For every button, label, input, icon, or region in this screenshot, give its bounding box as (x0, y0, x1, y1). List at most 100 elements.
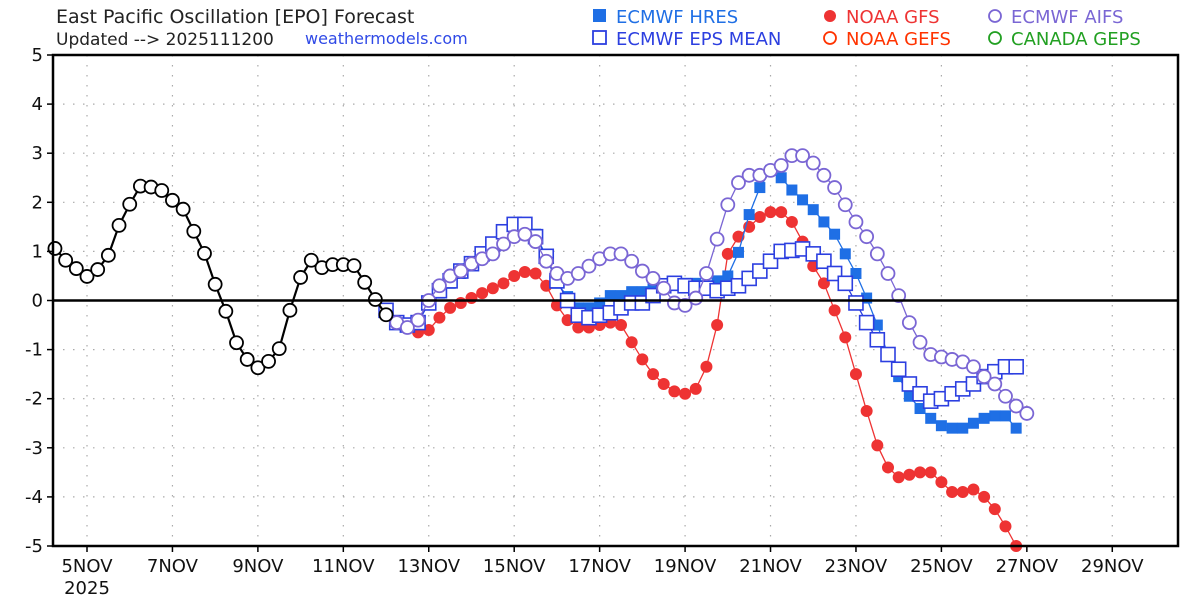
legend-item-ecmwf-hres: ECMWF HRES (593, 7, 738, 28)
data-point-ecmwf-aifs (795, 148, 810, 164)
chart-subtitle: Updated --> 2025111200 (56, 30, 274, 50)
x-tick-label: 21NOV (739, 556, 802, 577)
data-point-ecmwf-hres (1010, 422, 1022, 434)
data-point-ecmwf-hres (957, 422, 969, 434)
data-point-ecmwf-hres (946, 422, 958, 434)
data-point-noaa-gfs (914, 466, 927, 479)
data-point-noaa-gfs (465, 292, 478, 305)
data-point-ecmwf-hres (839, 248, 851, 260)
data-point-ecmwf-aifs (816, 167, 832, 183)
data-point-ecmwf-aifs (720, 197, 736, 213)
x-tick-label: 11NOV (312, 556, 375, 577)
data-point-ecmwf-aifs (624, 253, 640, 269)
source-link[interactable]: weathermodels.com (305, 29, 468, 48)
data-point-ecmwf-eps-mean (816, 253, 832, 270)
series-ecmwf-aifs (389, 148, 1035, 421)
data-point-ecmwf-aifs (976, 369, 992, 385)
data-point-ecmwf-aifs (966, 359, 981, 375)
data-point-observed (303, 252, 319, 268)
legend-marker (823, 31, 837, 45)
data-point-observed (239, 352, 255, 367)
legend-marker (592, 30, 607, 45)
data-point-noaa-gfs (486, 282, 499, 295)
data-point-noaa-gfs (764, 206, 777, 219)
data-point-noaa-gfs (775, 206, 788, 219)
chart-title: East Pacific Oscillation [EPO] Forecast (56, 6, 414, 28)
series-layer (47, 148, 1035, 552)
data-point-observed (250, 360, 266, 376)
data-point-noaa-gfs (497, 277, 510, 290)
data-point-observed (47, 241, 63, 256)
data-point-noaa-gfs (839, 331, 852, 344)
legend-label: ECMWF HRES (616, 7, 738, 28)
data-point-observed (218, 303, 234, 319)
data-point-noaa-gfs (647, 368, 660, 381)
y-tick-label: -3 (25, 438, 43, 459)
data-point-noaa-gfs (444, 301, 457, 314)
data-point-noaa-gfs (860, 404, 873, 417)
legend-label: NOAA GFS (846, 7, 940, 28)
x-tick-label: 23NOV (825, 556, 888, 577)
data-point-observed (261, 353, 276, 369)
data-point-noaa-gfs (978, 490, 991, 503)
data-point-ecmwf-hres (967, 417, 979, 429)
data-point-ecmwf-aifs (901, 315, 917, 330)
data-point-ecmwf-aifs (848, 214, 864, 230)
data-point-ecmwf-aifs (998, 388, 1013, 404)
data-point-observed (207, 276, 223, 292)
legend-item-noaa-gefs: NOAA GEFS (823, 29, 951, 50)
y-tick-label: -1 (25, 340, 43, 361)
data-point-ecmwf-aifs (677, 298, 693, 313)
legend-label: CANADA GEPS (1011, 29, 1141, 50)
legend-item-ecmwf-eps-mean: ECMWF EPS MEAN (592, 29, 781, 50)
x-tick-label: 5NOV (61, 556, 113, 577)
data-point-noaa-gfs (828, 304, 841, 317)
data-point-observed (111, 217, 127, 233)
data-point-observed (100, 247, 116, 263)
data-point-ecmwf-aifs (1008, 398, 1024, 414)
y-tick-label: 4 (32, 94, 43, 115)
y-tick-label: 1 (32, 241, 43, 262)
y-tick-label: -4 (25, 487, 43, 508)
data-point-ecmwf-hres (786, 184, 798, 196)
data-point-noaa-gfs (615, 319, 627, 332)
y-axis: 5 4 3 2 1 0 -1 -2 -3 -4 -5 (25, 45, 53, 557)
data-point-ecmwf-aifs (538, 253, 554, 269)
data-point-ecmwf-hres (989, 410, 1001, 422)
data-point-ecmwf-aifs (709, 231, 725, 247)
data-point-noaa-gfs (785, 215, 798, 228)
data-point-observed (154, 183, 170, 198)
data-point-ecmwf-eps-mean (848, 295, 864, 311)
data-point-noaa-gfs (454, 296, 467, 309)
y-tick-label: -5 (25, 536, 43, 557)
data-point-ecmwf-aifs (432, 278, 447, 294)
series-line-noaa-gfs (407, 211, 1017, 547)
x-tick-label: 13NOV (397, 556, 460, 577)
legend-item-ecmwf-aifs: ECMWF AIFS (988, 7, 1123, 28)
data-point-ecmwf-aifs (699, 266, 714, 281)
data-point-observed (68, 261, 84, 276)
data-point-noaa-gfs (988, 503, 1001, 516)
data-point-ecmwf-aifs (634, 263, 650, 279)
series-noaa-gfs (401, 206, 1023, 552)
data-point-ecmwf-aifs (656, 280, 672, 296)
data-point-observed (346, 258, 362, 274)
data-point-ecmwf-aifs (528, 234, 543, 249)
data-point-ecmwf-hres (797, 194, 809, 206)
series-line-observed (54, 184, 387, 370)
series-ecmwf-eps-mean (378, 216, 1024, 409)
data-point-ecmwf-aifs (613, 246, 629, 262)
data-point-noaa-gfs (732, 230, 745, 243)
data-point-noaa-gfs (849, 368, 862, 381)
y-tick-label: 5 (32, 45, 43, 66)
data-point-ecmwf-eps-mean (880, 346, 896, 363)
data-point-observed (175, 201, 191, 217)
data-point-ecmwf-aifs (859, 229, 875, 245)
legend-marker (988, 9, 1002, 23)
data-point-ecmwf-aifs (517, 226, 533, 242)
x-tick-label: 25NOV (910, 556, 973, 577)
data-point-noaa-gfs (711, 319, 724, 332)
x-tick-label: 15NOV (483, 556, 546, 577)
data-point-ecmwf-aifs (645, 271, 661, 286)
